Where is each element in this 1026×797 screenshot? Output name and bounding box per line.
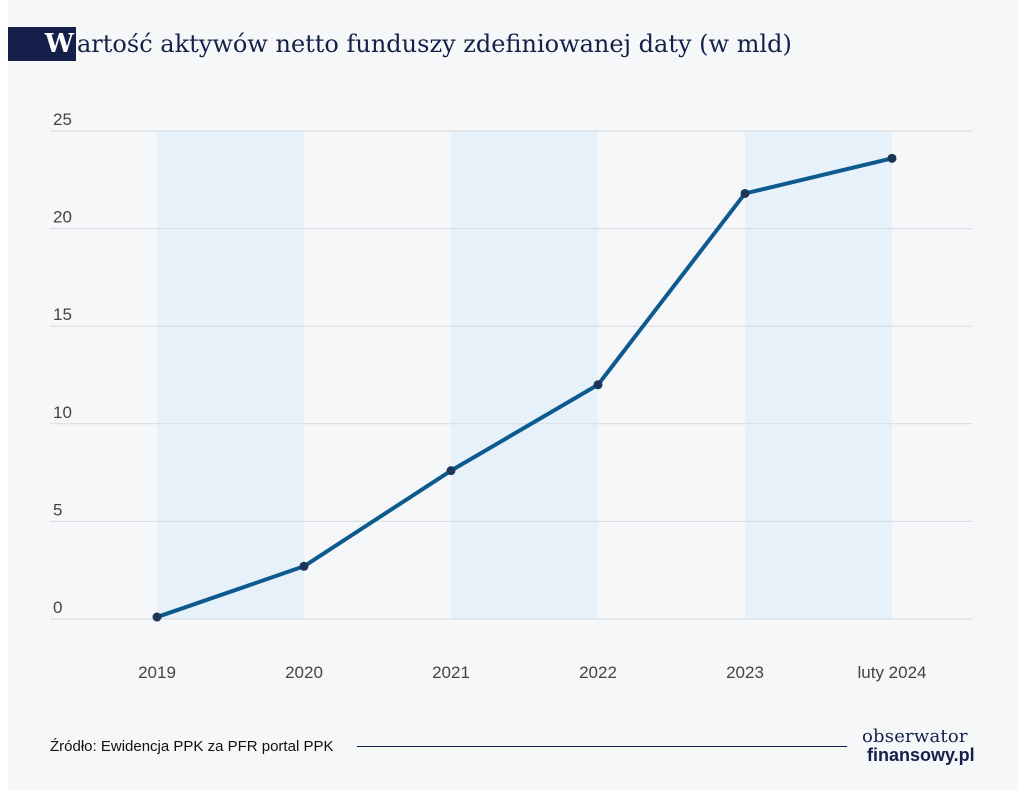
x-tick-label-0: 2019 <box>138 663 176 682</box>
y-tick-label-25: 25 <box>53 110 72 129</box>
title-text: artość aktywów netto funduszy zdefiniowa… <box>77 30 792 58</box>
x-tick-label-1: 2020 <box>285 663 323 682</box>
logo-top-text: obserwator <box>862 726 968 747</box>
x-tick-label-2: 2021 <box>432 663 470 682</box>
title-accent-box: W <box>8 27 76 61</box>
shaded-band-0 <box>157 131 304 619</box>
chart-title: W artość aktywów netto funduszy zdefinio… <box>8 26 792 62</box>
y-tick-label-0: 0 <box>53 598 62 617</box>
line-chart: 0 5 10 15 20 25 2019 2020 2021 2022 2023 luty 2024 <box>50 110 972 682</box>
logo-bottom-text: finansowy.pl <box>867 745 975 765</box>
data-point-1 <box>299 561 309 571</box>
x-tick-label-5: luty 2024 <box>858 663 927 682</box>
title-initial: W <box>44 29 74 59</box>
source-note: Źródło: Ewidencja PPK za PFR portal PPK <box>50 738 334 755</box>
data-point-3 <box>593 380 603 390</box>
data-point-0 <box>152 612 162 622</box>
shaded-band-1 <box>451 131 598 619</box>
y-tick-label-5: 5 <box>53 500 62 519</box>
shaded-band-2 <box>745 131 892 619</box>
y-tick-label-10: 10 <box>53 403 72 422</box>
x-tick-label-4: 2023 <box>726 663 764 682</box>
footer-divider <box>357 746 847 747</box>
data-point-2 <box>446 466 456 476</box>
y-tick-label-20: 20 <box>53 208 72 227</box>
series-line-0 <box>155 156 894 620</box>
x-tick-label-3: 2022 <box>579 663 617 682</box>
data-point-4 <box>740 188 750 198</box>
brand-logo: obserwator finansowy.pl <box>862 726 1002 765</box>
data-point-5 <box>887 153 897 163</box>
y-tick-label-15: 15 <box>53 305 72 324</box>
